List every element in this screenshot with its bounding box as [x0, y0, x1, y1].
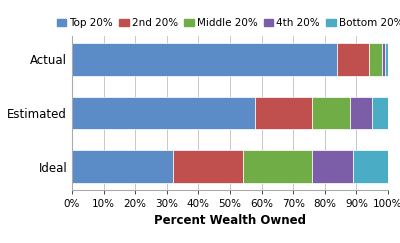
Bar — [255, 97, 312, 129]
Bar — [173, 150, 243, 182]
Bar — [382, 43, 385, 76]
Bar — [72, 43, 338, 76]
X-axis label: Percent Wealth Owned: Percent Wealth Owned — [154, 214, 306, 227]
Bar — [338, 43, 369, 76]
Bar — [312, 97, 350, 129]
Bar — [72, 97, 255, 129]
Bar — [72, 150, 173, 182]
Bar — [312, 150, 353, 182]
Bar — [353, 150, 388, 182]
Legend: Top 20%, 2nd 20%, Middle 20%, 4th 20%, Bottom 20%: Top 20%, 2nd 20%, Middle 20%, 4th 20%, B… — [57, 18, 400, 28]
Bar — [369, 43, 382, 76]
Bar — [243, 150, 312, 182]
Bar — [350, 97, 372, 129]
Bar — [372, 97, 388, 129]
Bar — [385, 43, 388, 76]
